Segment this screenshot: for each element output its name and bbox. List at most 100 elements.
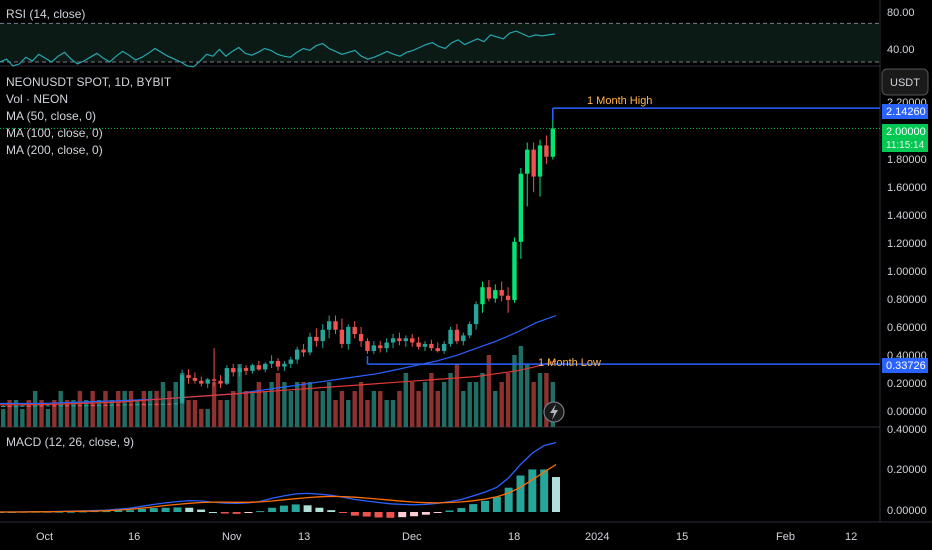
macd-histogram-bar (552, 477, 560, 512)
macd-histogram-bar (433, 512, 442, 513)
macd-histogram-bar (540, 469, 549, 512)
rsi-tick-80: 80.00 (887, 7, 915, 19)
candle-body (269, 360, 274, 364)
price-tick: 0.00000 (887, 406, 927, 418)
candle-body (531, 149, 536, 177)
candle-body (473, 304, 479, 325)
volume-bar (378, 391, 383, 427)
candle-body (243, 368, 249, 371)
macd-histogram-bar (279, 505, 288, 512)
candle-body (435, 348, 440, 352)
volume-bar (486, 355, 492, 427)
candle-body (167, 403, 172, 405)
volume-bar (122, 391, 127, 427)
macd-panel[interactable] (0, 441, 560, 518)
candle-body (58, 405, 63, 407)
volume-bar (224, 400, 230, 427)
macd-histogram-bar (421, 512, 430, 515)
candle-body (512, 241, 517, 300)
candle-body (77, 405, 83, 407)
volume-bar (544, 373, 549, 427)
bar-countdown: 11:15:14 (886, 140, 925, 151)
ma100-legend[interactable]: MA (100, close, 0) (6, 126, 103, 140)
candle-body (416, 342, 421, 347)
candle-body (352, 326, 357, 334)
candlestick-series[interactable] (1, 108, 555, 408)
volume-bar (58, 391, 63, 427)
candle-body (1, 406, 6, 408)
macd-histogram-bar (232, 512, 241, 514)
volume-bar (358, 382, 364, 427)
rsi-line (0, 30, 556, 68)
macd-legend[interactable]: MACD (12, 26, close, 9) (6, 435, 134, 449)
volume-bar (384, 400, 389, 427)
volume-bar (186, 400, 191, 427)
volume-bar (103, 391, 108, 427)
volume-bar (263, 391, 268, 427)
candle-body (429, 343, 434, 349)
candle-body (20, 405, 25, 407)
high-price-value: 2.14260 (886, 106, 926, 118)
rsi-panel[interactable] (0, 22, 880, 68)
volume-legend[interactable]: Vol · NEON (6, 92, 68, 106)
macd-histogram-bar (445, 510, 454, 512)
candle-body (205, 379, 210, 384)
ma100-line (0, 360, 557, 406)
candle-body (326, 321, 332, 330)
macd-histogram-bar (481, 500, 490, 512)
macd-tick: 0.00000 (887, 505, 927, 517)
volume-bar (448, 373, 453, 427)
volume-bar (537, 373, 543, 427)
macd-histogram-bar (398, 512, 407, 518)
candle-body (486, 287, 492, 299)
volume-bar (237, 364, 242, 427)
macd-histogram-bar (268, 507, 277, 512)
macd-histogram-bar (528, 469, 537, 512)
volume-bar (173, 382, 178, 427)
volume-bar (499, 382, 504, 427)
candle-body (26, 405, 31, 407)
volume-bar (167, 391, 172, 427)
volume-bar (1, 409, 6, 427)
candle-body (422, 343, 428, 347)
time-tick: 18 (508, 531, 520, 543)
volume-bar (275, 373, 281, 427)
volume-bar (518, 346, 524, 427)
candle-body (211, 379, 217, 381)
candle-body (441, 343, 447, 352)
currency-button[interactable]: USDT (881, 68, 929, 96)
candle-body (122, 404, 127, 406)
candle-body (339, 329, 345, 344)
volume-bar (390, 400, 396, 427)
candle-body (403, 338, 409, 342)
candle-body (499, 290, 504, 296)
symbol-legend[interactable]: NEONUSDT SPOT, 1D, BYBIT (6, 75, 172, 89)
volume-bar (192, 400, 198, 427)
macd-histogram-bar (457, 508, 466, 512)
ma200-legend[interactable]: MA (200, close, 0) (6, 143, 103, 157)
candle-body (346, 326, 351, 344)
volume-bar (211, 382, 217, 427)
macd-histogram-bar (149, 508, 158, 512)
volume-bar (365, 400, 370, 427)
ma50-legend[interactable]: MA (50, close, 0) (6, 109, 96, 123)
volume-bar (109, 400, 115, 427)
volume-bar (493, 391, 498, 427)
volume-bar (199, 409, 204, 427)
volume-bar (422, 382, 428, 427)
candle-body (52, 405, 57, 407)
candle-body (218, 380, 223, 384)
time-axis[interactable]: Oct 16 Nov 13 Dec 18 2024 15 Feb 12 (36, 531, 857, 543)
price-tick: 0.80000 (887, 294, 927, 306)
volume-bar (294, 382, 300, 427)
rsi-legend[interactable]: RSI (14, close) (6, 7, 85, 21)
time-tick: 2024 (585, 531, 609, 543)
volume-bar (84, 400, 89, 427)
candle-body (358, 334, 364, 342)
candle-body (192, 377, 198, 381)
candle-body (301, 349, 306, 353)
lightning-icon[interactable] (543, 401, 565, 423)
macd-histogram-bar (102, 511, 111, 513)
candle-body (160, 403, 166, 405)
